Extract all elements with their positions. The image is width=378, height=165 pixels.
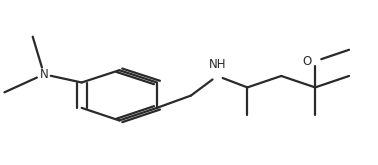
Text: N: N [40,68,48,81]
Text: NH: NH [209,58,226,71]
Text: O: O [302,55,311,68]
